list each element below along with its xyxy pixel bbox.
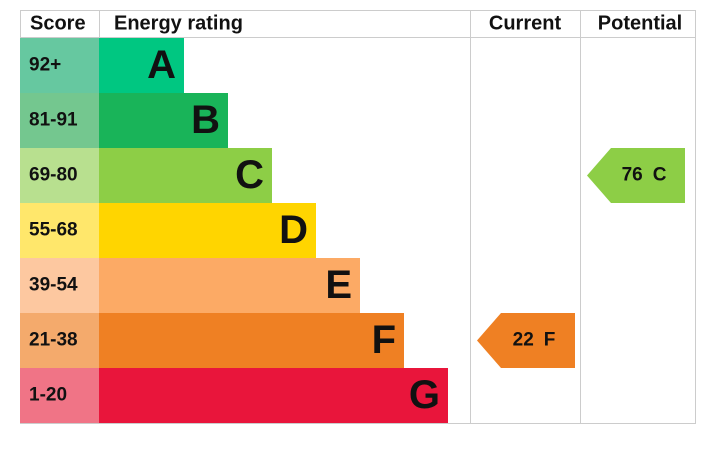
- score-label: 81-91: [29, 110, 78, 131]
- score-cell: [20, 148, 99, 203]
- rating-bar: [99, 148, 272, 203]
- rating-letter: B: [191, 98, 220, 142]
- header: Score: [30, 12, 86, 34]
- rating-letter: C: [235, 153, 264, 197]
- score-label: 69-80: [29, 165, 78, 186]
- score-cell: [20, 93, 99, 148]
- rating-bar: [99, 203, 316, 258]
- score-label: 39-54: [29, 275, 78, 296]
- current-value: 22: [513, 330, 534, 351]
- rating-letter: A: [147, 43, 176, 87]
- header: Potential: [598, 12, 682, 34]
- potential-rating: C: [653, 165, 667, 186]
- rating-bar: [99, 38, 184, 93]
- rating-letter: G: [409, 373, 440, 417]
- score-label: 55-68: [29, 220, 78, 241]
- potential-value: 76: [622, 165, 643, 186]
- header: Energy rating: [114, 12, 243, 34]
- score-cell: [20, 258, 99, 313]
- score-label: 21-38: [29, 330, 78, 351]
- rating-letter: D: [279, 208, 308, 252]
- rating-bar: [99, 93, 228, 148]
- potential-arrow: [587, 148, 685, 203]
- score-cell: [20, 368, 99, 423]
- potential-label: 76 C: [622, 165, 667, 186]
- rating-bar: [99, 313, 404, 368]
- header: Current: [489, 12, 562, 34]
- score-label: 1-20: [29, 385, 67, 406]
- rating-letter: E: [325, 263, 352, 307]
- score-label: 92+: [29, 55, 61, 76]
- current-arrow: [477, 313, 575, 368]
- rating-bar: [99, 258, 360, 313]
- rating-bar: [99, 368, 448, 423]
- score-cell: [20, 203, 99, 258]
- score-cell: [20, 313, 99, 368]
- score-cell: [20, 38, 99, 93]
- rating-letter: F: [372, 318, 396, 362]
- current-rating: F: [544, 330, 556, 351]
- current-label: 22 F: [513, 330, 556, 351]
